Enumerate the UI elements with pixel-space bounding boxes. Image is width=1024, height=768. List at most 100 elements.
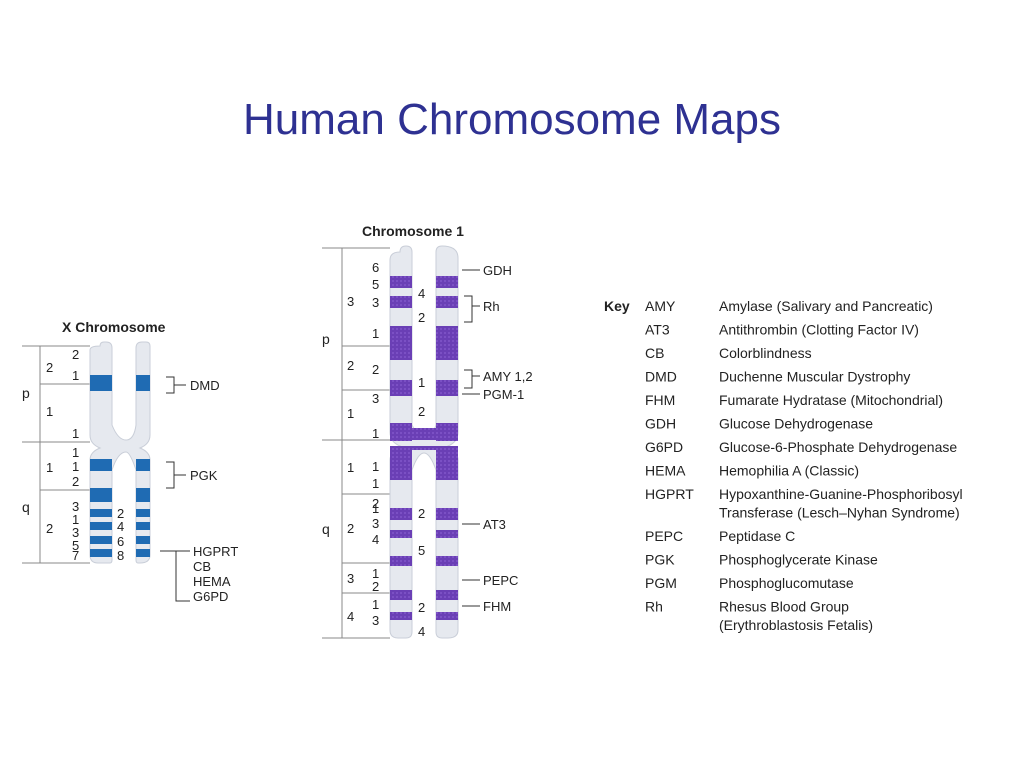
chr1-band-label: 1 bbox=[372, 459, 379, 474]
key-row: G6PD Glucose-6-Phosphate Dehydrogenase bbox=[645, 439, 957, 455]
chr1-band-label: 4 bbox=[372, 532, 379, 547]
key-abbreviation: HEMA bbox=[645, 463, 686, 479]
key-description: Rhesus Blood Group bbox=[719, 599, 849, 615]
key-abbreviation: AT3 bbox=[645, 322, 670, 338]
key-legend: Key AMY Amylase (Salivary and Pancreatic)… bbox=[604, 298, 963, 633]
key-row: DMD Duchenne Muscular Dystrophy bbox=[645, 369, 910, 385]
chr1-band-numbers-right: 4 2 1 2 2 5 2 4 bbox=[418, 286, 425, 639]
key-description: Hypoxanthine-Guanine-Phosphoribosyl bbox=[719, 486, 963, 502]
chr1-band-label: 1 bbox=[372, 426, 379, 441]
chr1-bands bbox=[390, 276, 458, 620]
chr1-band-label: 2 bbox=[418, 600, 425, 615]
x-region-label: 2 bbox=[46, 360, 53, 375]
x-band-label: 2 bbox=[72, 474, 79, 489]
chr1-band-label: 1 bbox=[372, 501, 379, 516]
chr1-band-label: 1 bbox=[372, 476, 379, 491]
chr1-band-label: 2 bbox=[418, 310, 425, 325]
x-band-label: 3 bbox=[72, 525, 79, 540]
x-band-label: 1 bbox=[72, 445, 79, 460]
chr1-band-label: 1 bbox=[372, 597, 379, 612]
gene-label-at3: AT3 bbox=[483, 517, 506, 532]
x-region-label: 1 bbox=[46, 404, 53, 419]
key-row: HGPRT Hypoxanthine-Guanine-Phosphoribosyl bbox=[645, 486, 963, 502]
chr1-band-numbers-left: 6 5 3 1 2 3 1 1 2 1 1 3 4 1 2 1 3 bbox=[372, 260, 379, 628]
chr1-region-label: 1 bbox=[347, 406, 354, 421]
chr1-band-label: 1 bbox=[372, 326, 379, 341]
chr1-band-label: 3 bbox=[372, 391, 379, 406]
x-band-label: 1 bbox=[72, 512, 79, 527]
key-description: Hemophilia A (Classic) bbox=[719, 463, 859, 479]
chr1-band-label: 5 bbox=[418, 543, 425, 558]
key-description: Glucose Dehydrogenase bbox=[719, 416, 873, 432]
key-description: Duchenne Muscular Dystrophy bbox=[719, 369, 910, 385]
key-row: PGK Phosphoglycerate Kinase bbox=[645, 552, 878, 568]
x-region-brackets bbox=[22, 345, 90, 564]
chr1-region-brackets bbox=[322, 247, 390, 639]
key-description: Transferase (Lesch–Nyhan Syndrome) bbox=[719, 505, 960, 521]
key-row: AMY Amylase (Salivary and Pancreatic) bbox=[645, 298, 933, 314]
key-description: Glucose-6-Phosphate Dehydrogenase bbox=[719, 439, 957, 455]
x-band-label: 5 bbox=[72, 538, 79, 553]
key-row: AT3 Antithrombin (Clotting Factor IV) bbox=[645, 322, 919, 338]
gene-label-dmd: DMD bbox=[190, 378, 220, 393]
key-row: FHM Fumarate Hydratase (Mitochondrial) bbox=[645, 392, 943, 408]
gene-label-g6pd: G6PD bbox=[193, 589, 228, 604]
chr1-region-label: 3 bbox=[347, 571, 354, 586]
x-gene-pointers bbox=[160, 376, 190, 602]
key-description: Colorblindness bbox=[719, 345, 812, 361]
x-arm-p: p bbox=[22, 385, 30, 401]
slide-title: Human Chromosome Maps bbox=[243, 95, 781, 144]
chr1-band-label: 6 bbox=[372, 260, 379, 275]
key-description: Peptidase C bbox=[719, 528, 795, 544]
chr1-band-label: 3 bbox=[372, 516, 379, 531]
chr1-band-label: 1 bbox=[418, 375, 425, 390]
chr1-region-label: 4 bbox=[347, 609, 354, 624]
key-abbreviation: HGPRT bbox=[645, 486, 694, 502]
chr1-gene-labels: GDH Rh AMY 1,2 PGM-1 AT3 PEPC FHM bbox=[483, 263, 533, 614]
chr1-region-label: 1 bbox=[347, 460, 354, 475]
gene-label-amy: AMY 1,2 bbox=[483, 369, 533, 384]
gene-label-fhm: FHM bbox=[483, 599, 511, 614]
x-band-label: 3 bbox=[72, 499, 79, 514]
key-abbreviation: GDH bbox=[645, 416, 676, 432]
x-gene-labels: DMD PGK HGPRT CB HEMA G6PD bbox=[190, 378, 238, 604]
chr1-band-label: 4 bbox=[418, 624, 425, 639]
x-chromosome-label: X Chromosome bbox=[62, 319, 166, 335]
x-band-label: 1 bbox=[72, 459, 79, 474]
gene-label-cb: CB bbox=[193, 559, 211, 574]
chromosome-1-label: Chromosome 1 bbox=[362, 223, 464, 239]
key-rows: AMY Amylase (Salivary and Pancreatic)AT3 A… bbox=[645, 298, 963, 633]
chr1-region-label: 3 bbox=[347, 294, 354, 309]
chr1-band-label: 2 bbox=[418, 506, 425, 521]
x-chromosome: X Chromosome p q 2 1 1 2 2 1 1 1 1 2 3 1… bbox=[22, 319, 238, 604]
gene-label-rh: Rh bbox=[483, 299, 500, 314]
x-band-numbers-right: 2 4 6 8 bbox=[117, 506, 124, 563]
chr1-band-label: 5 bbox=[372, 277, 379, 292]
key-description: Amylase (Salivary and Pancreatic) bbox=[719, 298, 933, 314]
gene-label-pgm-1: PGM-1 bbox=[483, 387, 524, 402]
x-band-numbers-left: 2 1 1 1 1 2 3 1 3 5 7 bbox=[72, 347, 79, 563]
key-description: Phosphoglucomutase bbox=[719, 575, 854, 591]
x-arm-q: q bbox=[22, 499, 30, 515]
x-region-label: 1 bbox=[46, 460, 53, 475]
key-abbreviation: Rh bbox=[645, 599, 663, 615]
key-description: Phosphoglycerate Kinase bbox=[719, 552, 878, 568]
key-abbreviation: G6PD bbox=[645, 439, 683, 455]
chr1-band-label: 2 bbox=[418, 404, 425, 419]
key-abbreviation: CB bbox=[645, 345, 664, 361]
key-row: Rh Rhesus Blood Group bbox=[645, 599, 849, 615]
key-row: (Erythroblastosis Fetalis) bbox=[719, 617, 873, 633]
key-abbreviation: PEPC bbox=[645, 528, 683, 544]
key-row: HEMA Hemophilia A (Classic) bbox=[645, 463, 859, 479]
key-abbreviation: PGK bbox=[645, 552, 675, 568]
chr1-region-label: 2 bbox=[347, 521, 354, 536]
gene-label-gdh: GDH bbox=[483, 263, 512, 278]
key-description: Antithrombin (Clotting Factor IV) bbox=[719, 322, 919, 338]
chr1-band-label: 3 bbox=[372, 295, 379, 310]
x-band-label: 8 bbox=[117, 548, 124, 563]
key-row: PGM Phosphoglucomutase bbox=[645, 575, 854, 591]
key-abbreviation: PGM bbox=[645, 575, 677, 591]
key-abbreviation: DMD bbox=[645, 369, 677, 385]
x-band-label: 2 bbox=[72, 347, 79, 362]
